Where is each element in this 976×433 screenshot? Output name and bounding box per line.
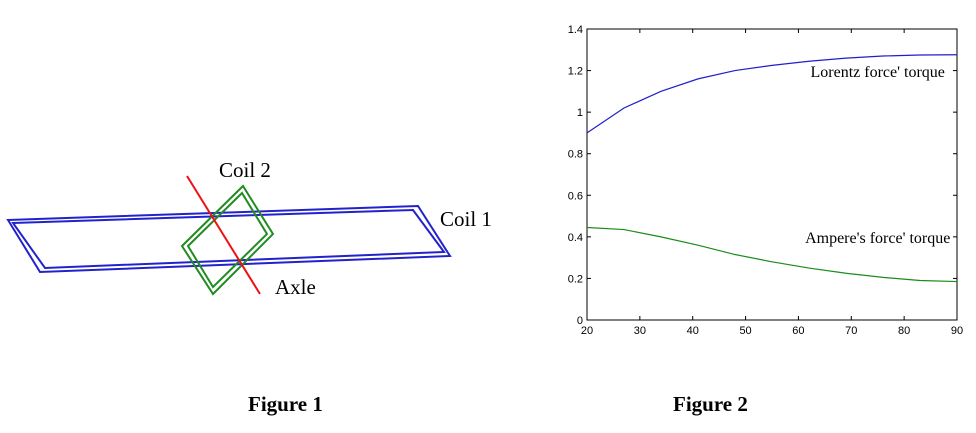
x-tick-label: 30 bbox=[634, 325, 646, 337]
coil-1-label: Coil 1 bbox=[440, 207, 492, 231]
figure-2-caption: Figure 2 bbox=[673, 392, 748, 416]
y-tick-label: 0.2 bbox=[568, 273, 583, 285]
x-tick-label: 90 bbox=[951, 325, 963, 337]
y-tick-label: 0 bbox=[577, 315, 583, 327]
series-annotation-1: Lorentz force' torque bbox=[811, 64, 945, 81]
x-tick-label: 60 bbox=[792, 325, 804, 337]
y-tick-label: 0.8 bbox=[568, 149, 583, 161]
figure-1-caption: Figure 1 bbox=[248, 392, 323, 416]
plot-frame bbox=[586, 28, 958, 321]
series-line-1 bbox=[586, 54, 958, 134]
coil-2-inner bbox=[186, 191, 269, 289]
series-annotation-2: Ampere's force' torque bbox=[805, 230, 950, 247]
figure-1-diagram: Coil 2 Coil 1 Axle bbox=[6, 158, 492, 299]
coil-1 bbox=[6, 204, 452, 274]
x-tick-label: 80 bbox=[898, 325, 910, 337]
coil-2-label: Coil 2 bbox=[219, 158, 271, 182]
y-tick-label: 1.2 bbox=[568, 66, 583, 78]
y-tick-label: 0.6 bbox=[568, 190, 583, 202]
y-tick-label: 1 bbox=[577, 107, 583, 119]
axle-label: Axle bbox=[275, 275, 316, 299]
axle-line bbox=[186, 175, 261, 295]
coil-1-outer bbox=[6, 204, 452, 274]
x-tick-label: 50 bbox=[739, 325, 751, 337]
x-tick-label: 70 bbox=[845, 325, 857, 337]
coil-1-inner bbox=[11, 208, 446, 270]
series-line-2 bbox=[586, 226, 958, 283]
x-tick-label: 20 bbox=[581, 325, 593, 337]
y-tick-label: 0.4 bbox=[568, 232, 583, 244]
figure-2-chart: 20 30 40 50 60 70 80 90 0 0.2 0.4 0.6 0.8 1 1.2 1.4 Lore… bbox=[568, 24, 963, 337]
x-tick-label: 40 bbox=[687, 325, 699, 337]
coil-2-outer bbox=[180, 184, 275, 296]
y-tick-label: 1.4 bbox=[568, 24, 583, 36]
coil-2 bbox=[180, 184, 275, 296]
